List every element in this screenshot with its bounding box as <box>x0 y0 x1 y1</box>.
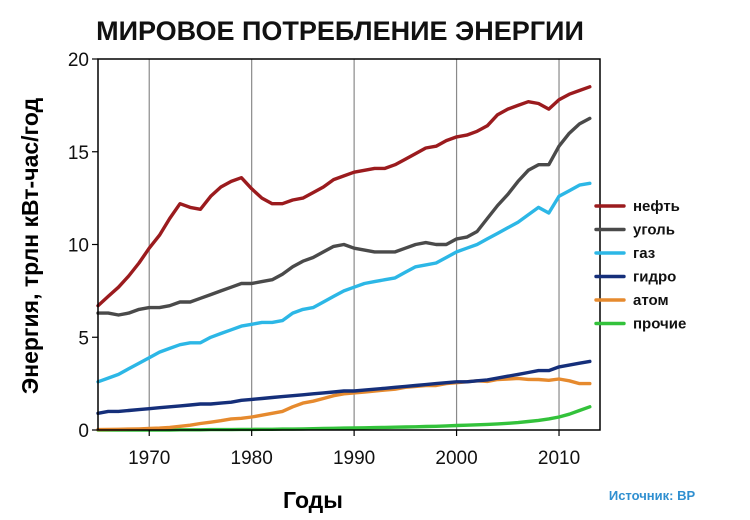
x-axis-label: Годы <box>283 487 343 513</box>
chart-title: МИРОВОЕ ПОТРЕБЛЕНИЕ ЭНЕРГИИ <box>96 16 584 46</box>
y-tick-label: 10 <box>68 236 89 257</box>
legend-label: прочие <box>633 316 686 333</box>
series-line-1 <box>96 85 592 308</box>
y-tick-label: 5 <box>78 328 89 349</box>
legend-label: газ <box>633 245 655 262</box>
grid <box>148 59 560 430</box>
x-tick-label: 1970 <box>128 448 170 469</box>
source-note: Источник: BP <box>609 488 696 503</box>
series-line-3 <box>96 181 592 384</box>
legend: нефть уголь газ гидро атом прочие <box>594 198 686 333</box>
x-tick-label: 2000 <box>435 448 477 469</box>
tick-labels: 1970 1980 1990 2000 2010 0 5 10 15 20 <box>68 50 580 469</box>
x-tick-label: 1980 <box>231 448 273 469</box>
legend-label: атом <box>633 292 669 309</box>
y-tick-label: 20 <box>68 50 89 71</box>
legend-label: нефть <box>633 198 680 215</box>
x-tick-label: 2010 <box>538 448 580 469</box>
series-line-5 <box>96 376 592 432</box>
y-tick-label: 0 <box>78 421 89 442</box>
series-line-2 <box>96 116 592 317</box>
series-line-4 <box>96 359 592 415</box>
series-lines <box>96 85 592 432</box>
y-tick-label: 15 <box>68 143 89 164</box>
legend-label: гидро <box>633 269 676 286</box>
y-axis-label: Энергия, трлн кВт-час/год <box>17 97 43 394</box>
legend-label: уголь <box>633 222 675 239</box>
x-tick-label: 1990 <box>333 448 375 469</box>
